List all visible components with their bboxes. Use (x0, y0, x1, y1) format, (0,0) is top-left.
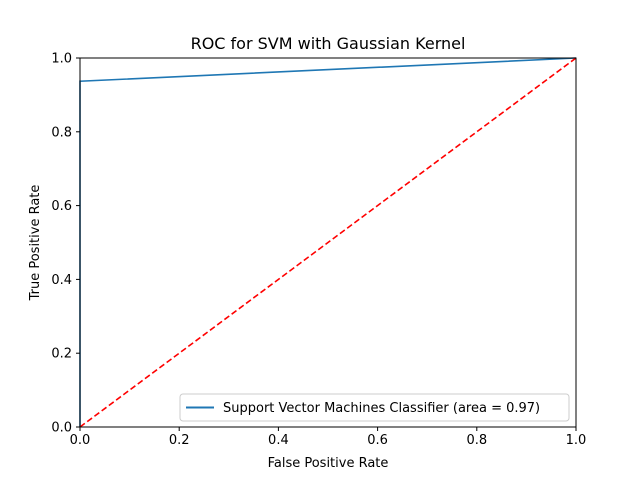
y-tick-label: 0.4 (51, 273, 72, 288)
plot-frame (79, 57, 577, 428)
x-tick-label: 0.4 (268, 433, 289, 448)
x-tick-label: 0.6 (367, 433, 388, 448)
legend-label: Support Vector Machines Classifier (area… (223, 401, 540, 416)
x-axis-label: False Positive Rate (268, 456, 389, 471)
y-tick-label: 0.0 (51, 421, 72, 436)
x-tick-label: 1.0 (566, 433, 587, 448)
legend: Support Vector Machines Classifier (area… (179, 393, 570, 422)
y-tick-label: 0.8 (51, 125, 72, 140)
x-tick-label: 0.2 (169, 433, 190, 448)
chart-title: ROC for SVM with Gaussian Kernel (191, 34, 466, 53)
y-axis: 0.0 0.2 0.4 0.6 0.8 1.0 (51, 52, 80, 436)
y-tick-label: 0.2 (51, 347, 72, 362)
x-tick-label: 0.0 (70, 433, 91, 448)
chance-diagonal-line (79, 57, 577, 428)
y-tick-label: 1.0 (51, 52, 72, 67)
x-tick-label: 0.8 (466, 433, 487, 448)
y-tick-label: 0.6 (51, 199, 72, 214)
y-axis-label: True Positive Rate (28, 185, 43, 302)
series-layer (79, 57, 577, 428)
x-axis: 0.0 0.2 0.4 0.6 0.8 1.0 (70, 427, 587, 448)
legend-box (179, 393, 570, 422)
